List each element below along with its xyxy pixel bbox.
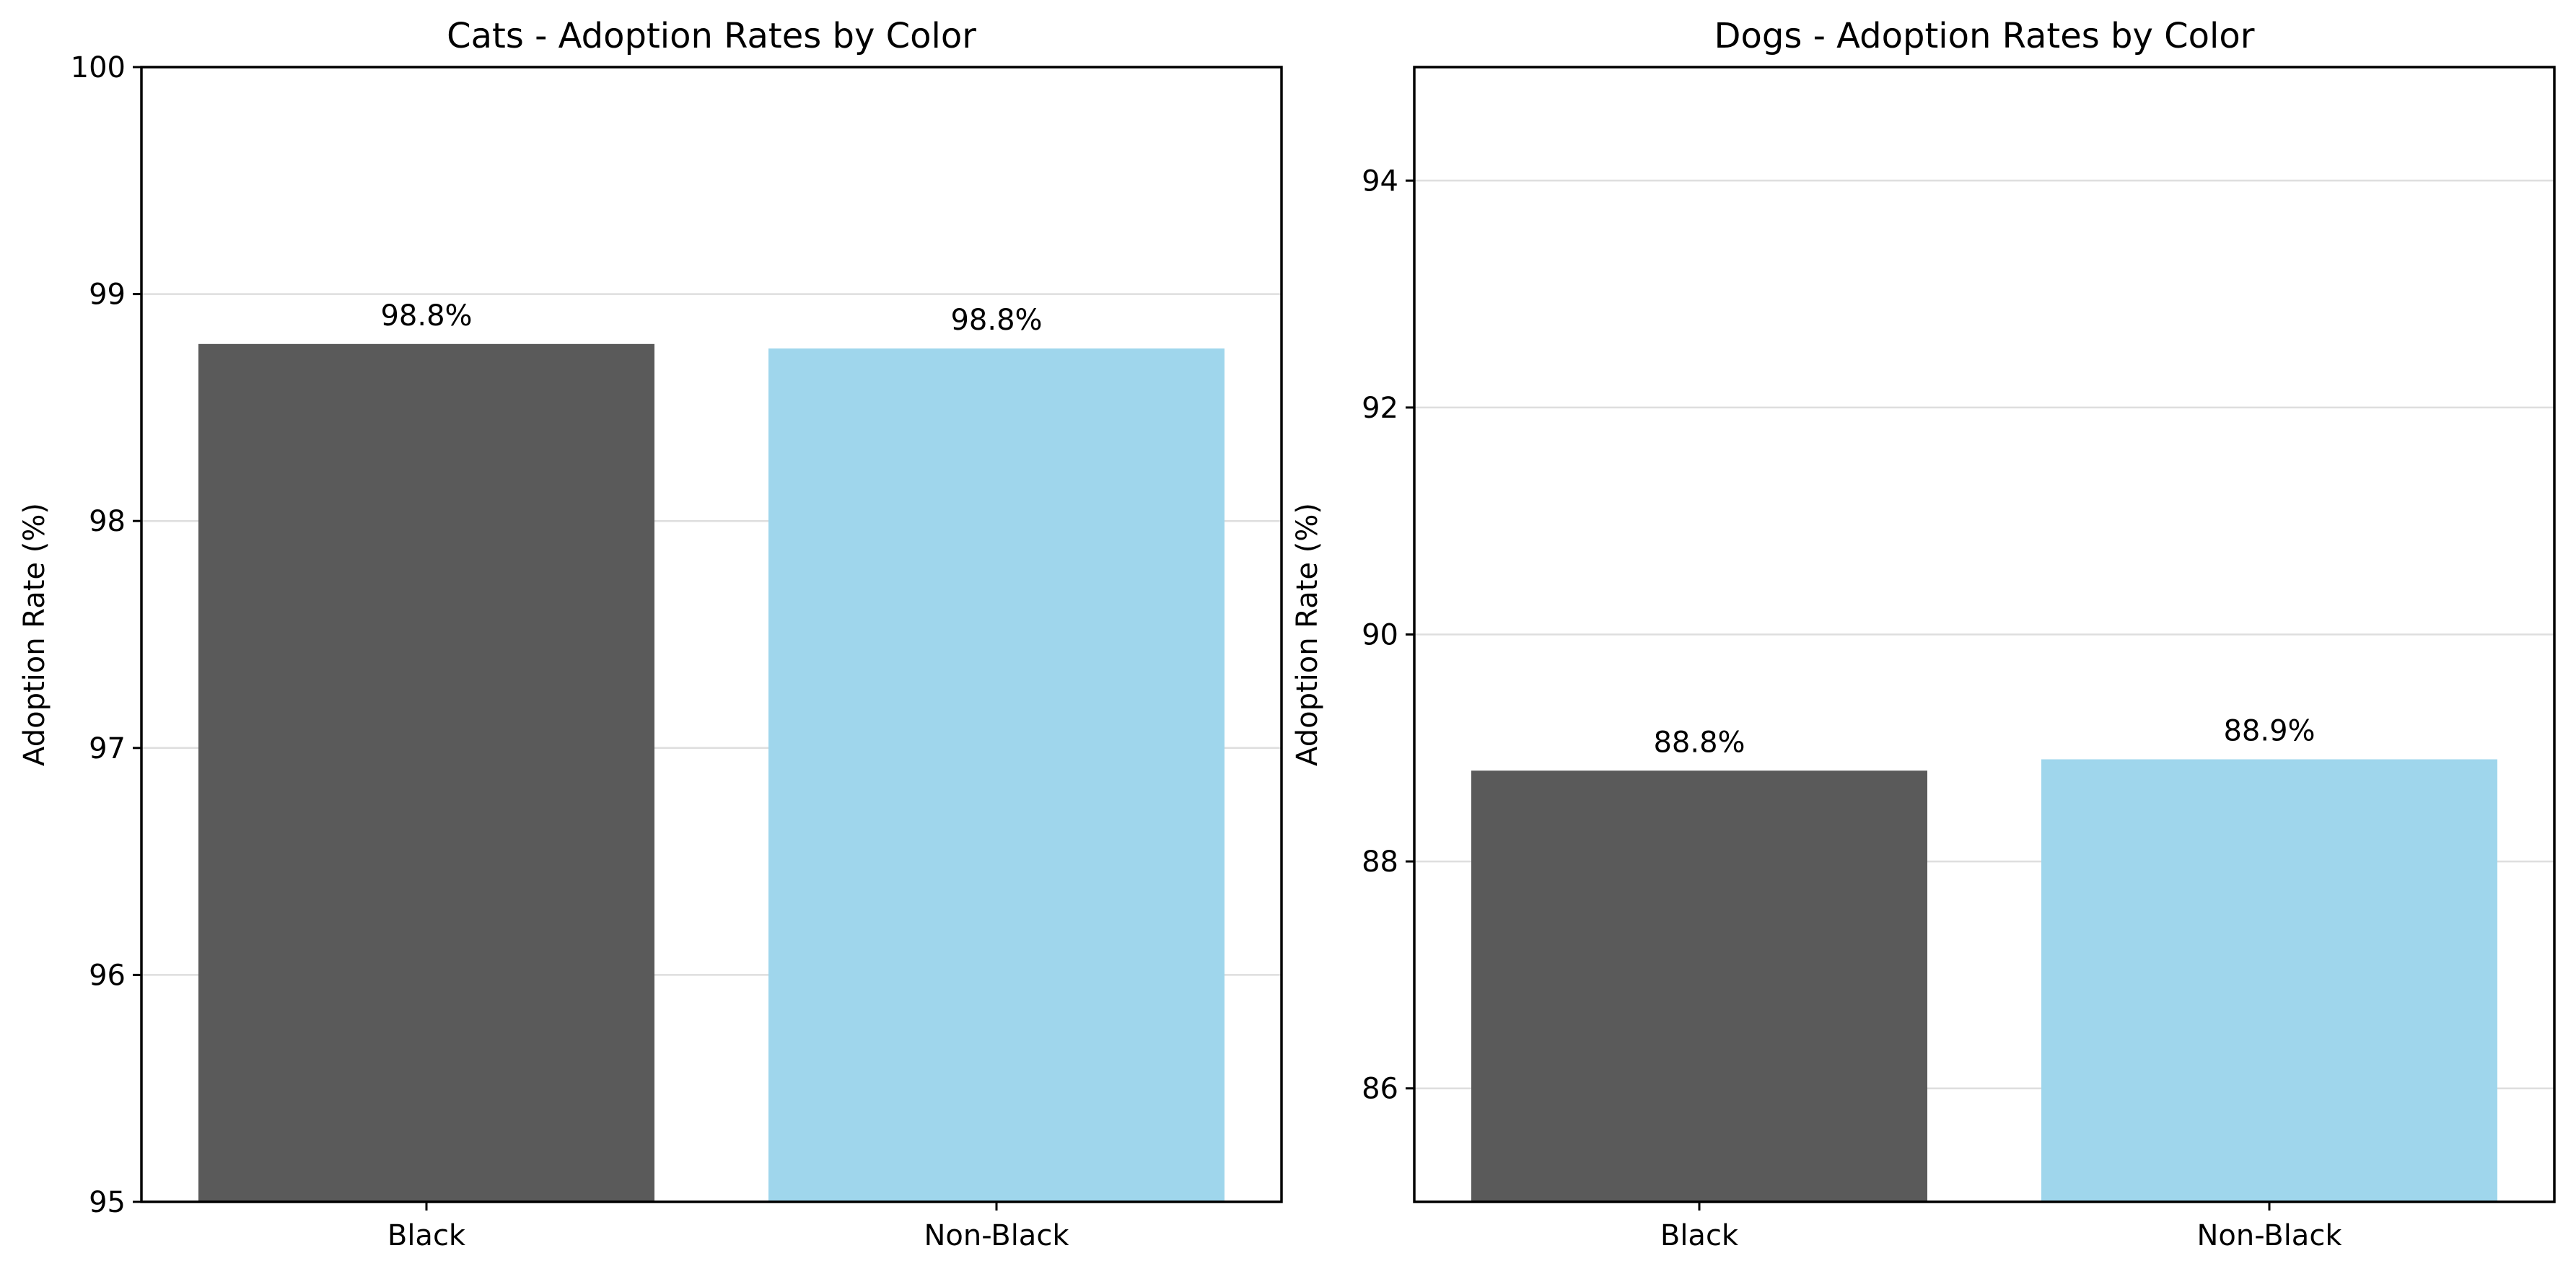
dogs-bar-non-black xyxy=(2041,759,2497,1202)
dogs-y-tick-label: 92 xyxy=(1362,392,1398,425)
cats-bar-value-label: 98.8% xyxy=(380,299,472,333)
cats-chart-title: Cats - Adoption Rates by Color xyxy=(447,16,976,56)
dogs-y-axis-label: Adoption Rate (%) xyxy=(1291,503,1324,766)
dogs-bar-value-label: 88.9% xyxy=(2223,715,2315,748)
cats-x-tick-label: Non-Black xyxy=(924,1219,1070,1252)
cats-plot-frame xyxy=(140,66,1283,1203)
cats-y-tick-label: 99 xyxy=(89,278,126,312)
dogs-x-tick-label: Non-Black xyxy=(2197,1219,2343,1252)
dogs-x-tick-label: Black xyxy=(1660,1219,1739,1252)
cats-y-tick-label: 100 xyxy=(71,51,126,84)
cats-y-tick-label: 96 xyxy=(89,959,126,992)
dogs-y-tick-label: 94 xyxy=(1362,164,1398,198)
cats-x-tick-label: Black xyxy=(387,1219,466,1252)
dogs-y-tick-label: 86 xyxy=(1362,1073,1398,1106)
cats-y-axis-label: Adoption Rate (%) xyxy=(18,503,51,766)
dogs-bar-value-label: 88.8% xyxy=(1653,726,1745,759)
cats-y-tick-label: 97 xyxy=(89,732,126,765)
dogs-plot-frame xyxy=(1413,66,2556,1203)
cats-bar-black xyxy=(198,343,654,1202)
cats-y-tick-label: 98 xyxy=(89,505,126,538)
dogs-y-tick-label: 88 xyxy=(1362,845,1398,879)
dogs-chart-title: Dogs - Adoption Rates by Color xyxy=(1714,16,2255,56)
cats-y-tick-label: 95 xyxy=(89,1186,126,1219)
cats-chart-panel: Cats - Adoption Rates by Color Adoption … xyxy=(18,16,1283,1252)
cats-bar-non-black xyxy=(768,348,1225,1202)
dogs-y-tick-label: 90 xyxy=(1362,619,1398,652)
dogs-bar-black xyxy=(1471,770,1927,1202)
dogs-chart-panel: Dogs - Adoption Rates by Color Adoption … xyxy=(1291,16,2556,1252)
cats-bar-value-label: 98.8% xyxy=(950,304,1042,337)
